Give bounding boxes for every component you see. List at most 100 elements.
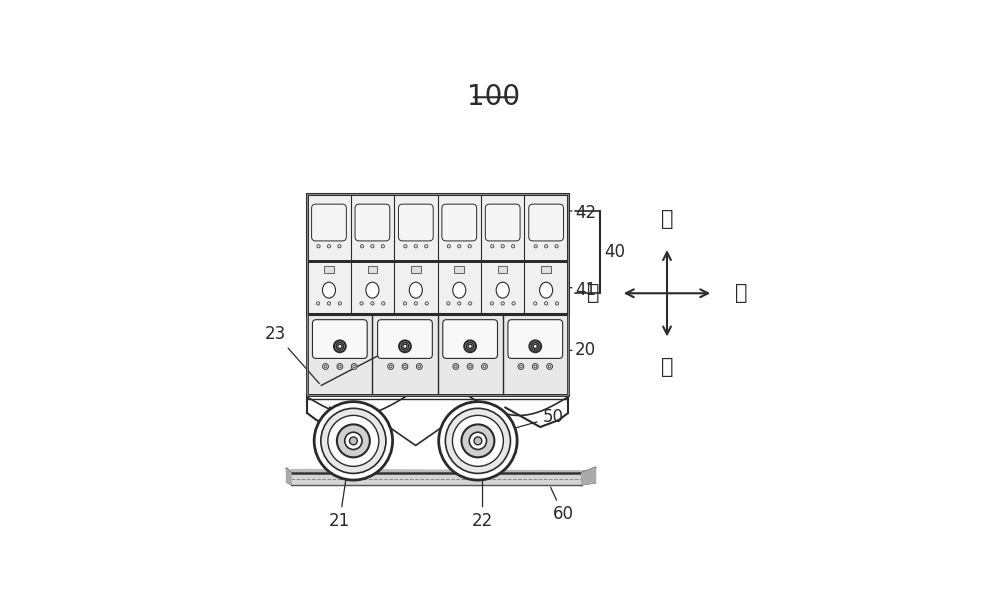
Circle shape xyxy=(490,302,493,305)
Bar xyxy=(368,267,377,273)
Circle shape xyxy=(336,343,344,350)
Circle shape xyxy=(314,402,393,480)
FancyBboxPatch shape xyxy=(398,204,433,241)
Circle shape xyxy=(555,302,559,305)
Circle shape xyxy=(511,244,515,248)
FancyBboxPatch shape xyxy=(442,204,477,241)
Circle shape xyxy=(447,244,450,248)
Ellipse shape xyxy=(409,282,422,298)
FancyBboxPatch shape xyxy=(378,320,432,358)
Circle shape xyxy=(324,365,327,368)
Ellipse shape xyxy=(453,282,466,298)
Circle shape xyxy=(548,365,551,368)
Circle shape xyxy=(468,344,472,349)
Text: 60: 60 xyxy=(551,487,574,524)
Circle shape xyxy=(345,432,362,449)
Circle shape xyxy=(371,302,374,305)
Bar xyxy=(307,194,568,395)
Circle shape xyxy=(453,364,459,370)
Circle shape xyxy=(466,343,474,350)
Circle shape xyxy=(334,340,346,352)
Circle shape xyxy=(404,365,406,368)
Circle shape xyxy=(469,432,487,449)
Bar xyxy=(307,261,568,314)
Circle shape xyxy=(338,344,342,349)
Bar xyxy=(541,267,551,273)
Circle shape xyxy=(403,302,407,305)
Circle shape xyxy=(402,364,408,370)
Bar xyxy=(324,267,334,273)
Circle shape xyxy=(360,302,363,305)
Text: 前: 前 xyxy=(587,283,599,303)
FancyBboxPatch shape xyxy=(508,320,563,358)
Text: 40: 40 xyxy=(605,243,626,261)
Ellipse shape xyxy=(540,282,553,298)
FancyBboxPatch shape xyxy=(355,204,390,241)
Circle shape xyxy=(337,364,343,370)
Circle shape xyxy=(461,425,494,457)
Circle shape xyxy=(317,244,320,248)
Circle shape xyxy=(399,340,411,352)
Circle shape xyxy=(531,343,539,350)
Circle shape xyxy=(445,409,510,473)
FancyBboxPatch shape xyxy=(529,204,564,241)
Circle shape xyxy=(389,365,392,368)
Bar xyxy=(454,267,464,273)
Circle shape xyxy=(388,364,394,370)
Text: 下: 下 xyxy=(661,357,673,377)
Circle shape xyxy=(534,244,537,248)
Circle shape xyxy=(534,302,537,305)
Circle shape xyxy=(338,244,341,248)
Circle shape xyxy=(382,302,385,305)
Text: 41: 41 xyxy=(570,281,596,299)
Text: 42: 42 xyxy=(570,204,596,222)
Circle shape xyxy=(458,244,461,248)
Circle shape xyxy=(483,365,486,368)
Circle shape xyxy=(349,437,357,445)
Circle shape xyxy=(338,302,341,305)
Bar xyxy=(307,194,568,314)
Circle shape xyxy=(529,340,541,352)
Circle shape xyxy=(328,415,379,467)
Circle shape xyxy=(491,244,494,248)
Polygon shape xyxy=(291,473,582,485)
Bar xyxy=(411,267,421,273)
Circle shape xyxy=(414,244,417,248)
Text: 上: 上 xyxy=(661,210,673,229)
Circle shape xyxy=(468,244,471,248)
Circle shape xyxy=(532,364,538,370)
Text: 21: 21 xyxy=(329,463,350,530)
Circle shape xyxy=(323,364,328,370)
Bar xyxy=(307,194,568,261)
Circle shape xyxy=(544,302,548,305)
Circle shape xyxy=(327,302,331,305)
Polygon shape xyxy=(286,468,291,485)
Text: 22: 22 xyxy=(472,463,493,530)
Circle shape xyxy=(474,437,482,445)
Circle shape xyxy=(501,244,504,248)
Circle shape xyxy=(316,302,320,305)
Circle shape xyxy=(452,415,503,467)
Circle shape xyxy=(547,364,553,370)
Bar xyxy=(498,267,507,273)
Circle shape xyxy=(403,344,407,349)
Circle shape xyxy=(464,340,476,352)
Text: 20: 20 xyxy=(570,341,596,359)
Text: 23: 23 xyxy=(265,325,319,383)
FancyBboxPatch shape xyxy=(443,320,497,358)
Circle shape xyxy=(555,244,558,248)
Polygon shape xyxy=(291,470,591,473)
Circle shape xyxy=(401,343,409,350)
Text: 50: 50 xyxy=(500,409,563,432)
Ellipse shape xyxy=(322,282,335,298)
Circle shape xyxy=(339,365,341,368)
Circle shape xyxy=(469,365,471,368)
Circle shape xyxy=(544,244,548,248)
Circle shape xyxy=(360,244,364,248)
Circle shape xyxy=(533,344,537,349)
Circle shape xyxy=(425,302,428,305)
Circle shape xyxy=(468,302,472,305)
Text: 后: 后 xyxy=(735,283,747,303)
Bar xyxy=(307,261,568,314)
FancyBboxPatch shape xyxy=(312,320,367,358)
